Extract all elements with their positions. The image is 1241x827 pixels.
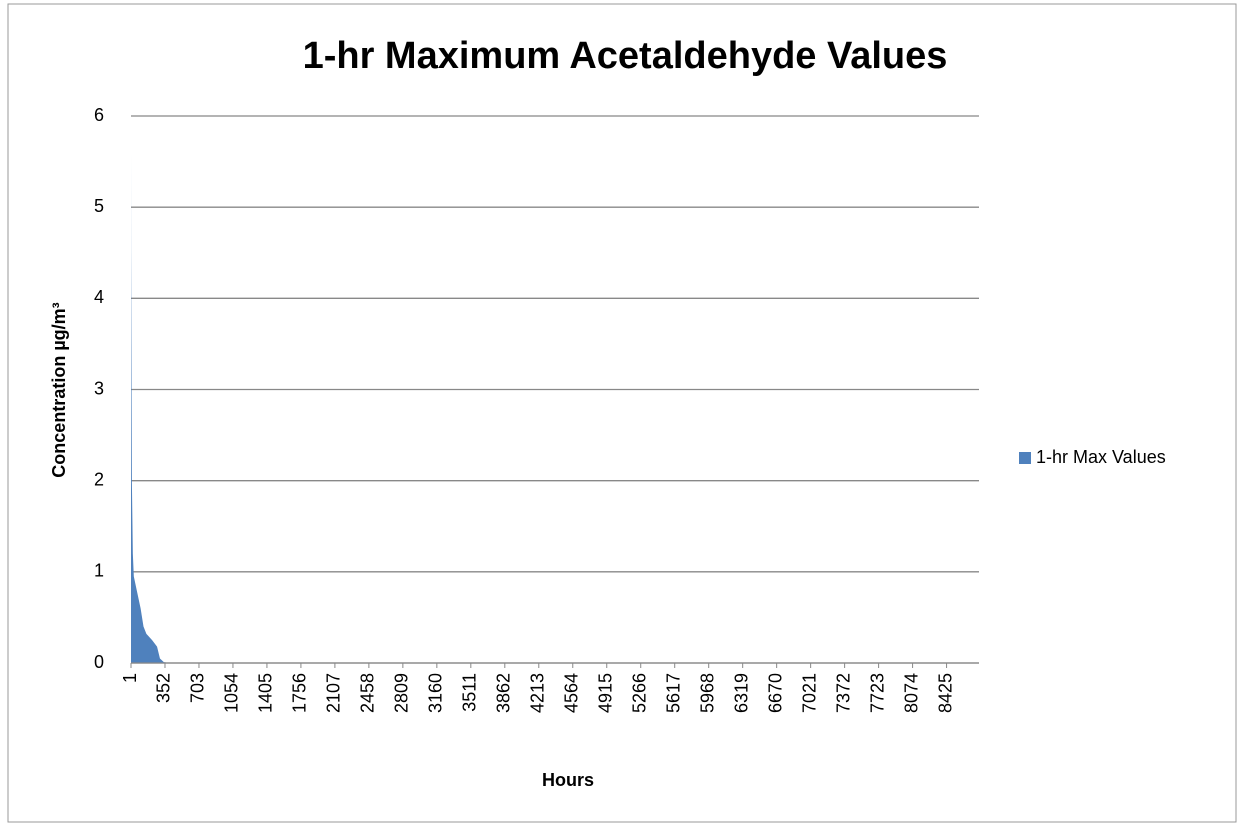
x-tick-label: 3862 — [494, 673, 514, 713]
x-tick-label: 2107 — [324, 673, 344, 713]
x-tick-label: 4213 — [528, 673, 548, 713]
y-tick-label: 1 — [94, 561, 104, 581]
x-tick-label: 2809 — [392, 673, 412, 713]
y-tick-label: 0 — [94, 652, 104, 672]
x-tick-label: 7372 — [833, 673, 853, 713]
chart-frame — [7, 3, 1237, 823]
x-tick-label: 1405 — [256, 673, 276, 713]
x-tick-label: 8425 — [935, 673, 955, 713]
y-axis-label: Concentration µg/m³ — [49, 302, 69, 477]
x-tick-label: 1054 — [222, 673, 242, 713]
y-tick-label: 4 — [94, 287, 104, 307]
x-tick-label: 5968 — [697, 673, 717, 713]
x-tick-label: 6319 — [731, 673, 751, 713]
x-tick-label: 3160 — [426, 673, 446, 713]
chart-title: 1-hr Maximum Acetaldehyde Values — [303, 35, 948, 77]
x-tick-label: 2458 — [358, 673, 378, 713]
y-tick-label: 5 — [94, 196, 104, 216]
y-tick-label: 3 — [94, 378, 104, 398]
x-tick-label: 3511 — [460, 673, 480, 712]
y-tick-label: 6 — [94, 105, 104, 125]
x-tick-label: 1756 — [290, 673, 310, 713]
x-tick-label: 7021 — [799, 673, 819, 713]
x-tick-label: 8074 — [901, 673, 921, 713]
x-tick-label: 4915 — [595, 673, 615, 713]
legend-label: 1-hr Max Values — [1036, 447, 1166, 467]
x-tick-label: 5617 — [663, 673, 683, 713]
legend-swatch — [1019, 452, 1031, 464]
x-tick-label: 352 — [154, 673, 174, 703]
x-tick-label: 7723 — [867, 673, 887, 713]
y-tick-label: 2 — [94, 469, 104, 489]
x-tick-label: 6670 — [765, 673, 785, 713]
x-tick-label: 1 — [120, 673, 140, 683]
x-axis-label: Hours — [542, 770, 594, 790]
x-tick-label: 703 — [188, 673, 208, 703]
x-tick-label: 4564 — [562, 673, 582, 713]
x-tick-label: 5266 — [629, 673, 649, 713]
